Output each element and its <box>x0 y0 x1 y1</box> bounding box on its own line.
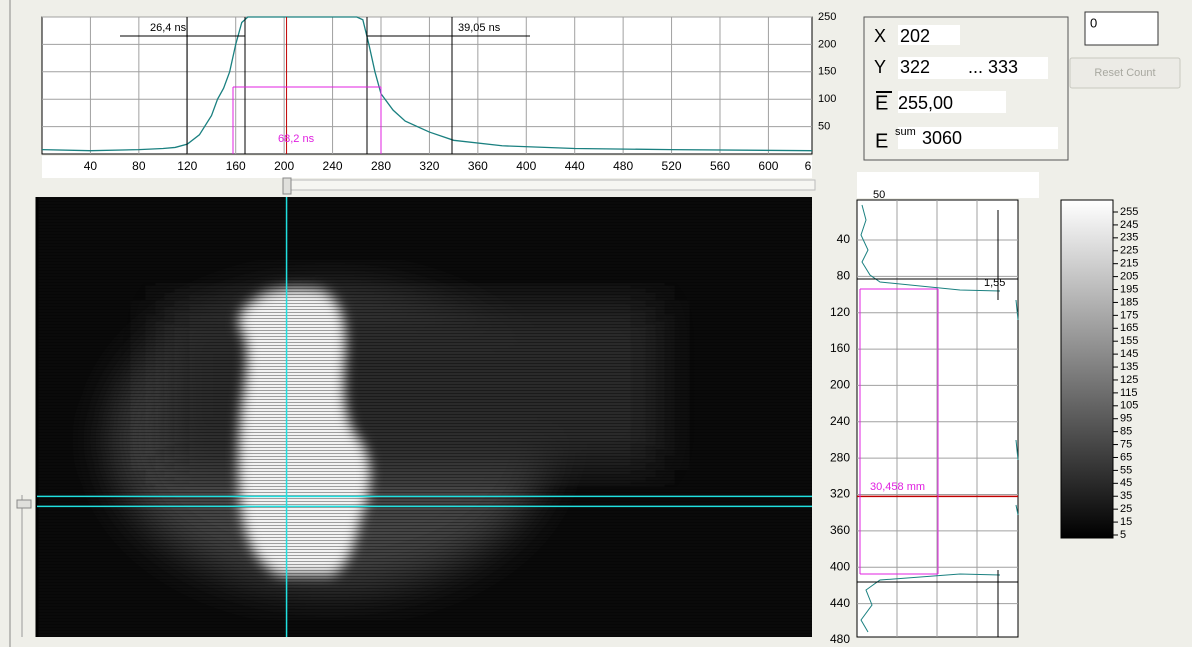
reset-button-label: Reset Count <box>1094 67 1155 79</box>
v-slider-thumb[interactable] <box>16 499 32 509</box>
side-header-strip <box>857 172 1039 198</box>
x-tick-label: 360 <box>468 159 488 173</box>
colorbar-label: 195 <box>1120 283 1138 295</box>
side-top-label: 50 <box>873 189 885 201</box>
colorbar-label: 255 <box>1120 206 1138 218</box>
colorbar-label: 225 <box>1120 245 1138 257</box>
colorbar-label: 75 <box>1120 438 1132 450</box>
y-tick-label: 280 <box>830 450 850 464</box>
top-plot-frame <box>41 16 813 155</box>
side-markers <box>857 210 1018 637</box>
x-tick-label: 280 <box>371 159 391 173</box>
y-tick-label: 250 <box>818 11 836 23</box>
annotation: 68,2 ns <box>278 133 315 145</box>
colorbar-label: 115 <box>1120 387 1138 399</box>
annotation: 1,55 <box>984 277 1005 289</box>
label: E <box>875 130 888 152</box>
colorbar-label: 125 <box>1120 374 1138 386</box>
x-tick-label: 200 <box>274 159 294 173</box>
x-tick-label: 600 <box>758 159 778 173</box>
y-tick-label: 160 <box>830 341 850 355</box>
colorbar-label: 105 <box>1120 400 1138 412</box>
y-tick-label: 80 <box>837 269 851 283</box>
colorbar-label: 5 <box>1120 529 1126 541</box>
colorbar-label: 65 <box>1120 451 1132 463</box>
value: 255,00 <box>898 93 953 113</box>
colorbar-label: 185 <box>1120 296 1138 308</box>
value: 322 <box>900 57 930 77</box>
annotation: 26,4 ns <box>150 22 187 34</box>
value: 3060 <box>922 128 962 148</box>
y-tick-label: 240 <box>830 414 850 428</box>
colorbar-label: 55 <box>1120 464 1132 476</box>
colorbar-label: 95 <box>1120 413 1132 425</box>
readout-panel: X 202 Y 322 ... 333 E 255,00 E sum 3060 <box>863 16 1069 161</box>
colorbar-label: 205 <box>1120 271 1138 283</box>
annotation: 39,05 ns <box>458 22 501 34</box>
h-slider-thumb[interactable] <box>282 177 292 195</box>
top-markers <box>120 17 530 154</box>
y-tick-label: 440 <box>830 596 850 610</box>
colorbar-label: 245 <box>1120 219 1138 231</box>
colorbar-label: 85 <box>1120 426 1132 438</box>
x-tick-label: 560 <box>710 159 730 173</box>
camera-image <box>35 197 812 637</box>
y-tick-label: 150 <box>818 66 836 78</box>
x-tick-label: 440 <box>565 159 585 173</box>
y-tick-label: 480 <box>830 632 850 646</box>
colorbar-label: 215 <box>1120 258 1138 270</box>
y-tick-label: 120 <box>830 305 850 319</box>
label: Y <box>874 57 886 77</box>
colorbar <box>1060 199 1114 539</box>
colorbar-label: 45 <box>1120 477 1132 489</box>
x-tick-label: 240 <box>323 159 343 173</box>
colorbar-ticks: 2552452352252152051951851751651551451351… <box>1113 206 1138 541</box>
x-tick-label: 320 <box>419 159 439 173</box>
label: sum <box>895 126 916 138</box>
x-tick-label: 160 <box>226 159 246 173</box>
y-tick-label: 100 <box>818 93 836 105</box>
counter-value: 0 <box>1090 15 1097 30</box>
y-tick-label: 40 <box>837 232 851 246</box>
y-tick-label: 400 <box>830 559 850 573</box>
counter-field[interactable] <box>1084 11 1159 46</box>
side-profile <box>860 204 1019 633</box>
colorbar-label: 165 <box>1120 322 1138 334</box>
top-plot: 40 80 120 160 200 240 280 320 360 400 440 480 520 560… <box>41 11 836 173</box>
colorbar-label: 175 <box>1120 309 1138 321</box>
reset-button[interactable] <box>1069 57 1181 89</box>
y-tick-label: 200 <box>818 38 836 50</box>
x-tick-label: 480 <box>613 159 633 173</box>
colorbar-label: 35 <box>1120 490 1132 502</box>
y-tick-label: 50 <box>818 121 830 133</box>
profile-line <box>41 16 813 152</box>
x-tick-label: 6 <box>805 159 812 173</box>
x-tick-label: 400 <box>516 159 536 173</box>
colorbar-label: 235 <box>1120 232 1138 244</box>
y-tick-label: 320 <box>830 487 850 501</box>
cursor <box>37 197 812 637</box>
label: X <box>874 26 886 46</box>
y-tick-label: 360 <box>830 523 850 537</box>
annotation: 30,458 mm <box>870 481 925 493</box>
colorbar-label: 135 <box>1120 361 1138 373</box>
colorbar-label: 145 <box>1120 348 1138 360</box>
colorbar-label: 155 <box>1120 335 1138 347</box>
x-tick-label: 80 <box>132 159 146 173</box>
x-tick-label: 120 <box>177 159 197 173</box>
top-axis-strip <box>42 156 812 178</box>
h-slider[interactable] <box>284 179 816 191</box>
y-tick-label: 200 <box>830 378 850 392</box>
label: E <box>875 92 888 114</box>
value: ... 333 <box>968 57 1018 77</box>
colorbar-label: 25 <box>1120 503 1132 515</box>
x-tick-label: 520 <box>662 159 682 173</box>
x-tick-label: 40 <box>84 159 98 173</box>
colorbar-label: 15 <box>1120 516 1132 528</box>
value: 202 <box>900 26 930 46</box>
